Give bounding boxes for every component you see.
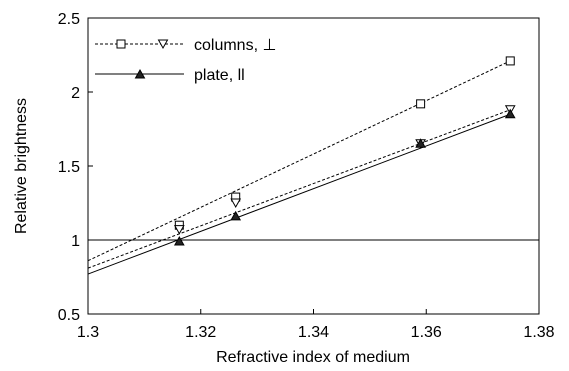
data-point-s0-2	[416, 99, 426, 109]
x-tick-label: 1.36	[411, 324, 442, 341]
data-point-s2-3	[504, 108, 516, 119]
legend-marker-square	[116, 39, 126, 49]
y-tick-label: 1.5	[58, 159, 80, 176]
data-point-s0-3	[505, 56, 515, 66]
data-point-s1-0	[173, 225, 185, 235]
y-tick-label: 1	[71, 233, 80, 250]
x-tick-label: 1.38	[523, 324, 554, 341]
legend-item-columns: columns, ⊥	[95, 37, 276, 54]
data-point-s1-1	[230, 198, 242, 209]
data-point-s2-1	[230, 210, 242, 221]
legend-label-plate: plate, ll	[194, 67, 245, 84]
y-tick-label: 2.5	[58, 11, 80, 28]
legend-label-columns: columns, ⊥	[194, 37, 276, 54]
y-tick-label: 2	[71, 85, 80, 102]
legend-item-plate: plate, ll	[95, 67, 245, 84]
data-point-s2-0	[173, 235, 185, 246]
data-point-s2-2	[415, 138, 426, 148]
legend-marker-triangle-up	[134, 68, 146, 79]
x-tick-label: 1.3	[77, 324, 99, 341]
series-line-0	[87, 60, 511, 262]
series-line-2	[87, 113, 511, 275]
y-tick-label: 0.5	[58, 307, 80, 324]
series-line-1	[87, 109, 511, 269]
y-axis-label: Relative brightness	[13, 98, 30, 234]
legend: columns, ⊥ plate, ll	[95, 37, 276, 84]
x-tick-label: 1.32	[185, 324, 216, 341]
x-axis-label: Refractive index of medium	[216, 349, 410, 366]
legend-marker-triangle-down	[157, 39, 169, 50]
x-tick-label: 1.34	[298, 324, 329, 341]
plot-frame	[87, 17, 540, 315]
